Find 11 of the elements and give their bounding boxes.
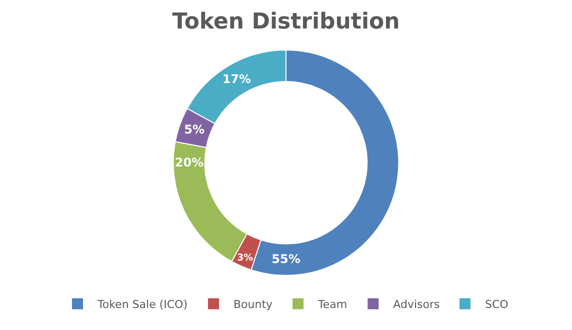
data-label: 20% <box>174 156 204 170</box>
data-label: 3% <box>237 252 254 264</box>
legend-label: Token Sale (ICO) <box>96 298 188 311</box>
legend-label: Team <box>317 298 348 311</box>
data-label: 55% <box>272 252 300 266</box>
legend-label: Advisors <box>393 298 440 311</box>
data-label: 17% <box>222 72 251 86</box>
chart-title: Token Distribution <box>172 10 400 35</box>
legend-label: SCO <box>484 298 509 311</box>
legend-label: Bounty <box>234 298 274 311</box>
data-label: 5% <box>184 122 204 137</box>
